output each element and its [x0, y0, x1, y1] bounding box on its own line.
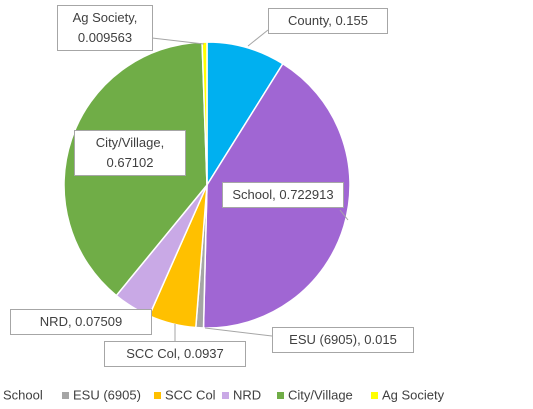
legend-swatch	[371, 392, 378, 399]
legend-label: ESU (6905)	[73, 387, 141, 402]
leader-line	[339, 209, 349, 221]
legend-label: NRD	[233, 387, 261, 402]
legend-label: Ag Society	[382, 387, 445, 402]
leader-line	[247, 29, 269, 47]
pie-slice	[206, 41, 284, 188]
data-label: Ag Society, 0.009563	[57, 5, 153, 51]
legend-label: City/Village	[288, 387, 353, 402]
leader-line	[204, 327, 273, 337]
pie-slice	[201, 41, 208, 186]
data-label: School, 0.722913	[222, 182, 344, 208]
data-label: SCC Col, 0.0937	[104, 341, 246, 367]
leader-line	[151, 37, 205, 45]
legend-label: SCC Col	[165, 387, 216, 402]
legend-swatch	[222, 392, 229, 399]
data-label: City/Village, 0.67102	[74, 130, 186, 176]
legend-label: School	[3, 387, 43, 402]
legend-swatch	[277, 392, 284, 399]
legend-swatch	[154, 392, 161, 399]
legend-swatch	[62, 392, 69, 399]
data-label: ESU (6905), 0.015	[272, 327, 414, 353]
data-label: County, 0.155	[268, 8, 388, 34]
data-label: NRD, 0.07509	[10, 309, 152, 335]
